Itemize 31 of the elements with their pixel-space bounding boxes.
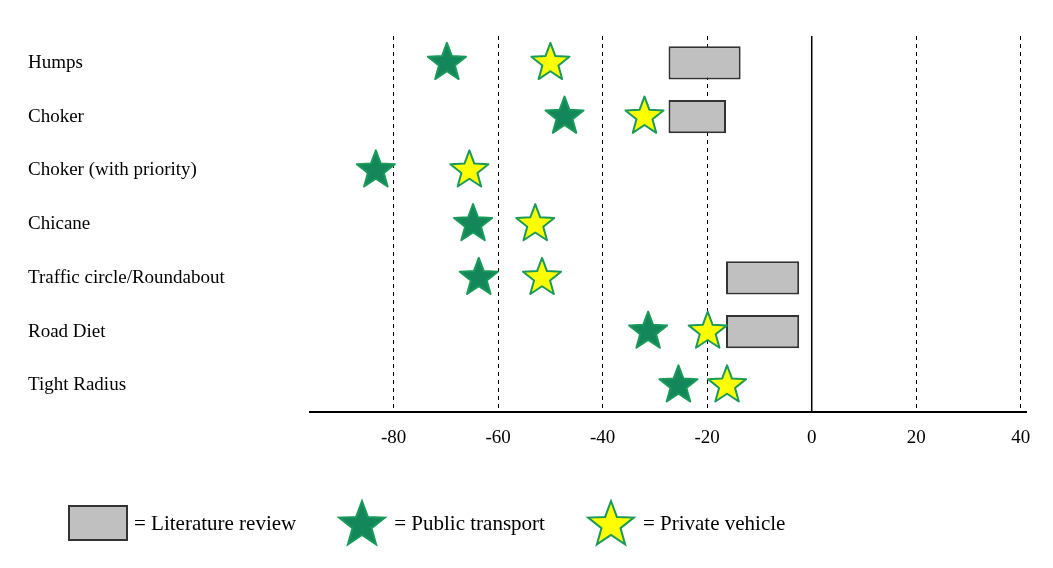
point xyxy=(658,364,699,403)
legend-label: = Private vehicle xyxy=(642,510,786,536)
x-tick-label: 40 xyxy=(1011,425,1031,447)
point xyxy=(458,256,499,296)
point xyxy=(707,364,748,403)
legend-label: = Literature review xyxy=(134,510,297,536)
point xyxy=(449,149,490,188)
y-tick-label: Tight Radius xyxy=(28,373,127,395)
point xyxy=(515,203,556,242)
point xyxy=(453,203,494,242)
x-tick-label: 20 xyxy=(906,425,926,447)
point xyxy=(687,310,728,349)
point xyxy=(530,41,571,81)
legend-label: = Public transport xyxy=(394,510,545,536)
y-tick-label: Chicane xyxy=(28,212,91,234)
x-tick-label: -80 xyxy=(380,425,407,447)
x-tick-label: -60 xyxy=(485,425,511,447)
point xyxy=(544,95,585,134)
y-tick-label: Road Diet xyxy=(28,319,107,341)
y-tick-label: Traffic circle/Roundabout xyxy=(28,265,226,287)
point xyxy=(522,256,563,296)
y-tick-label: Choker xyxy=(28,104,85,126)
x-tick-label: -20 xyxy=(694,425,720,447)
point xyxy=(355,149,396,188)
x-tick-label: 0 xyxy=(806,425,817,447)
y-tick-label: Choker (with priority) xyxy=(28,158,197,181)
point xyxy=(624,95,665,134)
y-tick-label: Humps xyxy=(28,50,83,72)
point xyxy=(426,41,467,81)
point xyxy=(628,310,669,349)
x-tick-label: -40 xyxy=(590,425,616,447)
